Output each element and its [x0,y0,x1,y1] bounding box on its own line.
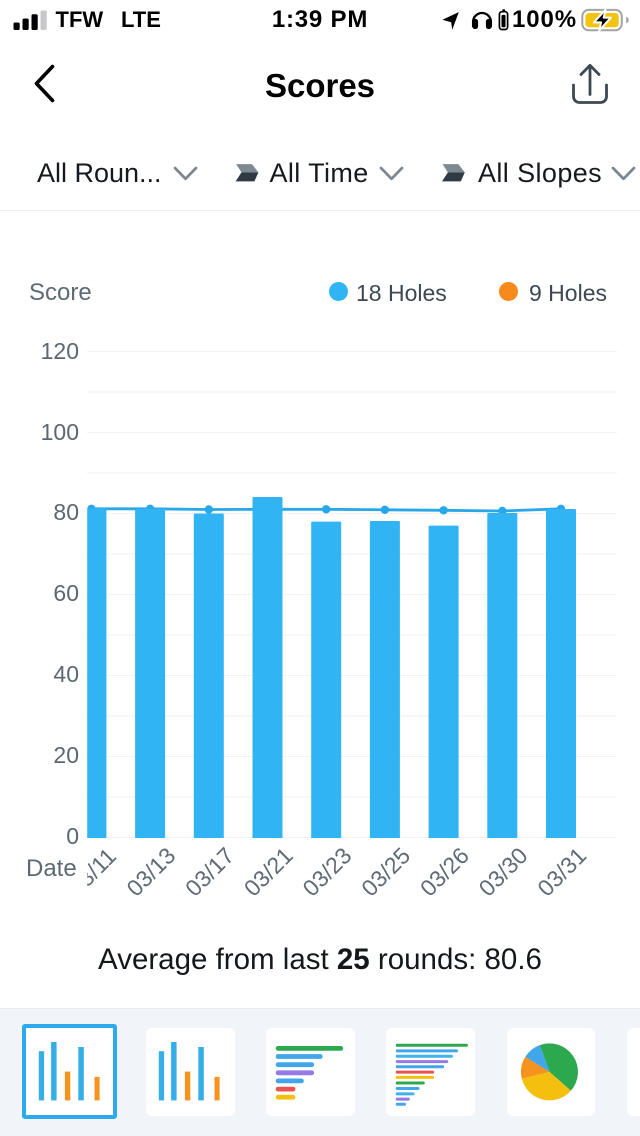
svg-text:03/26: 03/26 [415,842,474,901]
svg-text:03/31: 03/31 [532,842,591,901]
svg-text:03/21: 03/21 [239,842,298,901]
svg-text:03/13: 03/13 [121,842,180,901]
svg-text:03/25: 03/25 [356,842,415,901]
svg-text:03/23: 03/23 [297,842,356,901]
svg-text:03/30: 03/30 [474,842,533,901]
svg-text:03/17: 03/17 [180,842,239,901]
svg-text:03/11: 03/11 [63,843,121,901]
